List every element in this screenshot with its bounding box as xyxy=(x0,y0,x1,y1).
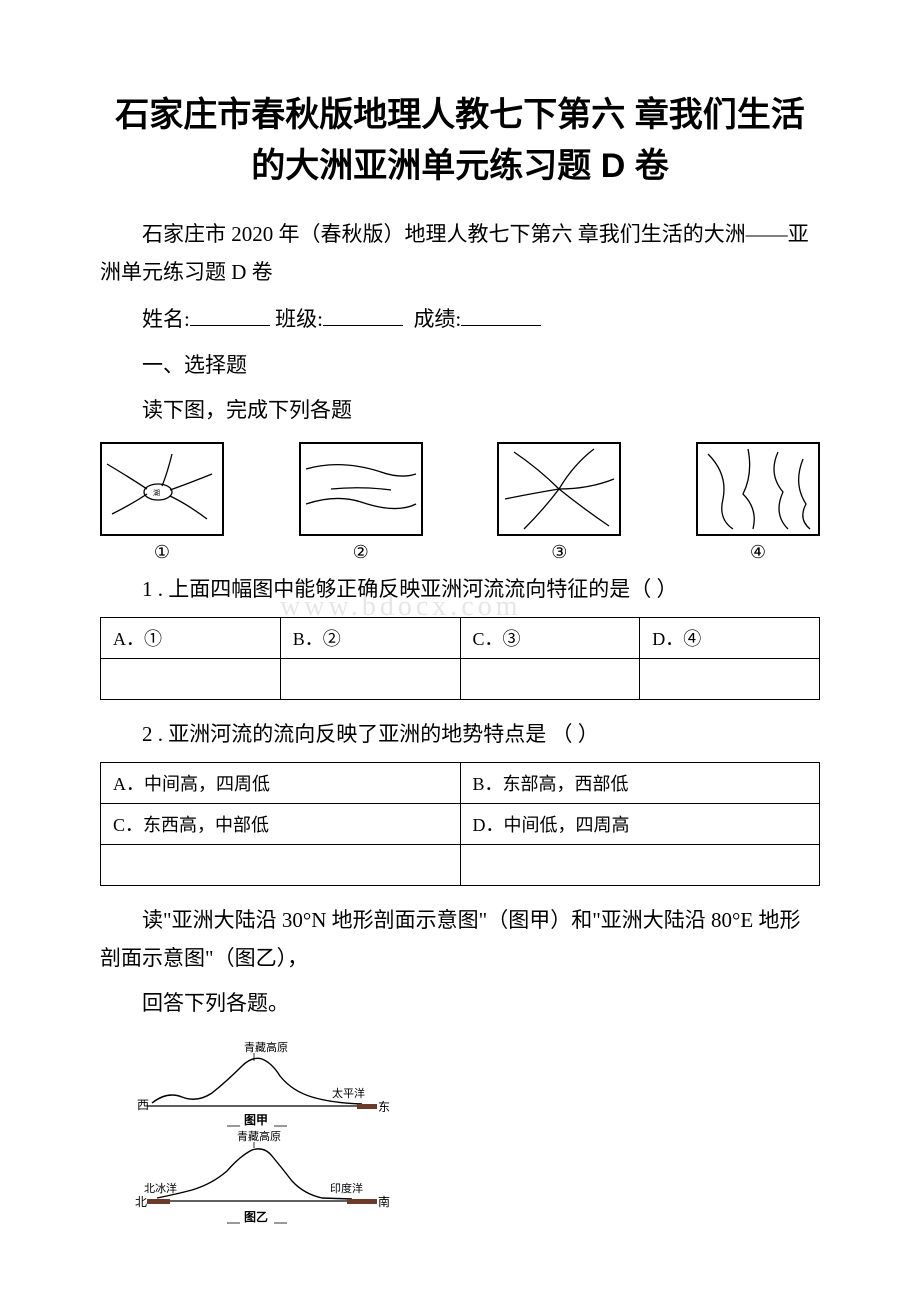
figure-1-img: 湖 xyxy=(100,442,224,536)
jia-peak-label: 青藏高原 xyxy=(244,1040,288,1054)
q1-opt-b: B．② xyxy=(280,617,460,658)
table-row xyxy=(101,844,820,885)
question-1: 1 . 上面四幅图中能够正确反映亚洲河流流向特征的是（ ） xyxy=(100,571,820,609)
title-line-2: 的大洲亚洲单元练习题 D 卷 xyxy=(251,147,668,185)
read-instruction-2b: 回答下列各题。 xyxy=(100,985,820,1023)
figure-3-img xyxy=(497,442,621,536)
page: 石家庄市春秋版地理人教七下第六 章我们生活 的大洲亚洲单元练习题 D 卷 石家庄… xyxy=(0,0,920,1271)
name-label: 姓名: xyxy=(142,307,190,331)
page-title: 石家庄市春秋版地理人教七下第六 章我们生活 的大洲亚洲单元练习题 D 卷 xyxy=(100,90,820,192)
table-row xyxy=(101,658,820,699)
figure-1: 湖 ① xyxy=(100,442,224,563)
q2-options-table: A．中间高，四周低 B．东部高，西部低 C．东西高，中部低 D．中间低，四周高 xyxy=(100,762,820,886)
class-blank[interactable] xyxy=(323,300,403,326)
svg-text:湖: 湖 xyxy=(153,488,160,497)
figure-2-img xyxy=(299,442,423,536)
q2-opt-b: B．东部高，西部低 xyxy=(460,762,820,803)
figure-4: ④ xyxy=(696,442,820,563)
score-label: 成绩: xyxy=(413,307,461,331)
jia-caption: 图甲 xyxy=(244,1113,268,1127)
read-instruction-2a: 读"亚洲大陆沿 30°N 地形剖面示意图"（图甲）和"亚洲大陆沿 80°E 地形… xyxy=(100,902,820,978)
table-row: C．东西高，中部低 D．中间低，四周高 xyxy=(101,803,820,844)
figure-2-label: ② xyxy=(353,542,369,563)
q2-opt-d: D．中间低，四周高 xyxy=(460,803,820,844)
yi-caption: 图乙 xyxy=(244,1210,268,1224)
figure-1-label: ① xyxy=(154,542,170,563)
figure-row: 湖 ① ② xyxy=(100,442,820,563)
figure-4-label: ④ xyxy=(750,542,766,563)
jia-right-label: 东 xyxy=(378,1100,390,1114)
profile-svg: 青藏高原 西 太平洋 东 图甲 青藏高原 北冰洋 北 xyxy=(132,1031,392,1231)
q2-opt-a: A．中间高，四周低 xyxy=(101,762,461,803)
q1-options-table: A．① B．② C．③ D．④ xyxy=(100,617,820,700)
yi-right-label: 南 xyxy=(378,1194,390,1209)
table-row: A．中间高，四周低 B．东部高，西部低 xyxy=(101,762,820,803)
figure-4-img xyxy=(696,442,820,536)
q1-opt-c: C．③ xyxy=(460,617,640,658)
intro-text: 石家庄市 2020 年（春秋版）地理人教七下第六 章我们生活的大洲——亚洲单元练… xyxy=(100,222,809,284)
class-label: 班级: xyxy=(275,307,323,331)
yi-rightsea-label: 印度洋 xyxy=(330,1181,363,1195)
student-info-line: 姓名: 班级: 成绩: xyxy=(100,300,820,339)
intro-paragraph: 石家庄市 2020 年（春秋版）地理人教七下第六 章我们生活的大洲——亚洲单元练… xyxy=(100,216,820,292)
figure-2: ② xyxy=(299,442,423,563)
score-blank[interactable] xyxy=(461,300,541,326)
yi-leftsea-label: 北冰洋 xyxy=(144,1181,177,1195)
jia-left-label: 西 xyxy=(137,1098,149,1112)
figure-3-label: ③ xyxy=(551,542,567,563)
figure-3: ③ xyxy=(497,442,621,563)
title-line-1: 石家庄市春秋版地理人教七下第六 章我们生活 xyxy=(115,96,804,134)
name-blank[interactable] xyxy=(190,300,270,326)
yi-peak-label: 青藏高原 xyxy=(237,1129,281,1143)
q1-opt-d: D．④ xyxy=(640,617,820,658)
q1-opt-a: A．① xyxy=(101,617,281,658)
profile-diagrams: 青藏高原 西 太平洋 东 图甲 青藏高原 北冰洋 北 xyxy=(132,1031,392,1231)
q2-opt-c: C．东西高，中部低 xyxy=(101,803,461,844)
yi-left-label: 北 xyxy=(135,1195,147,1209)
table-row: A．① B．② C．③ D．④ xyxy=(101,617,820,658)
section-heading-1: 一、选择题 xyxy=(100,347,820,385)
question-2: 2 . 亚洲河流的流向反映了亚洲的地势特点是 （ ） xyxy=(100,716,820,754)
jia-sea-label: 太平洋 xyxy=(332,1086,365,1100)
read-instruction-1: 读下图，完成下列各题 xyxy=(100,392,820,430)
